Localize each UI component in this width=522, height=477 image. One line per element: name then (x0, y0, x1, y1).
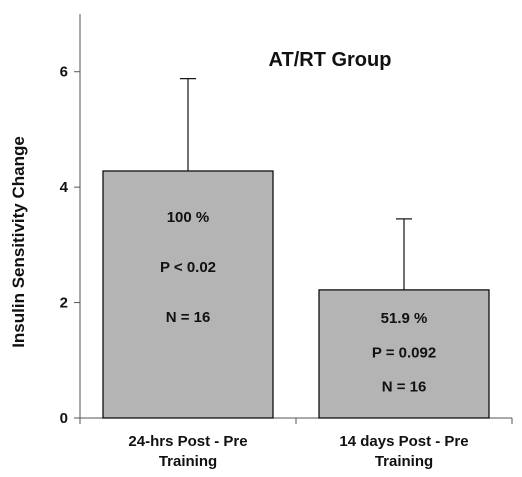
bar (318, 289, 490, 419)
y-tick-label: 6 (60, 64, 68, 81)
y-tick-label: 0 (60, 410, 68, 427)
bar (102, 170, 274, 419)
y-axis-label: Insulin Sensitivity Change (9, 136, 28, 348)
x-tick-label: Training (375, 453, 433, 470)
bar-annotation: 51.9 % (381, 310, 428, 327)
bar-annotations: 100 % P < 0.02 N = 16 51.9 % P = 0.092 N = 16 (160, 209, 436, 395)
y-ticks: 0 2 4 6 (60, 64, 80, 427)
bar-annotation: N = 16 (166, 309, 211, 326)
y-tick-label: 4 (60, 179, 69, 196)
bar-annotation: 100 % (167, 209, 210, 226)
x-tick-label: 24-hrs Post - Pre (128, 433, 247, 450)
chart-title: AT/RT Group (269, 49, 392, 71)
bars (102, 170, 490, 419)
x-tick-label: 14 days Post - Pre (339, 433, 468, 450)
x-tick-labels: 24-hrs Post - Pre Training 14 days Post - … (128, 433, 468, 470)
error-bars (180, 78, 412, 290)
bar-annotation: N = 16 (382, 378, 427, 395)
y-tick-label: 2 (60, 295, 68, 312)
bar-annotation: P = 0.092 (372, 344, 436, 361)
bar-annotation: P < 0.02 (160, 259, 216, 276)
x-tick-label: Training (159, 453, 217, 470)
